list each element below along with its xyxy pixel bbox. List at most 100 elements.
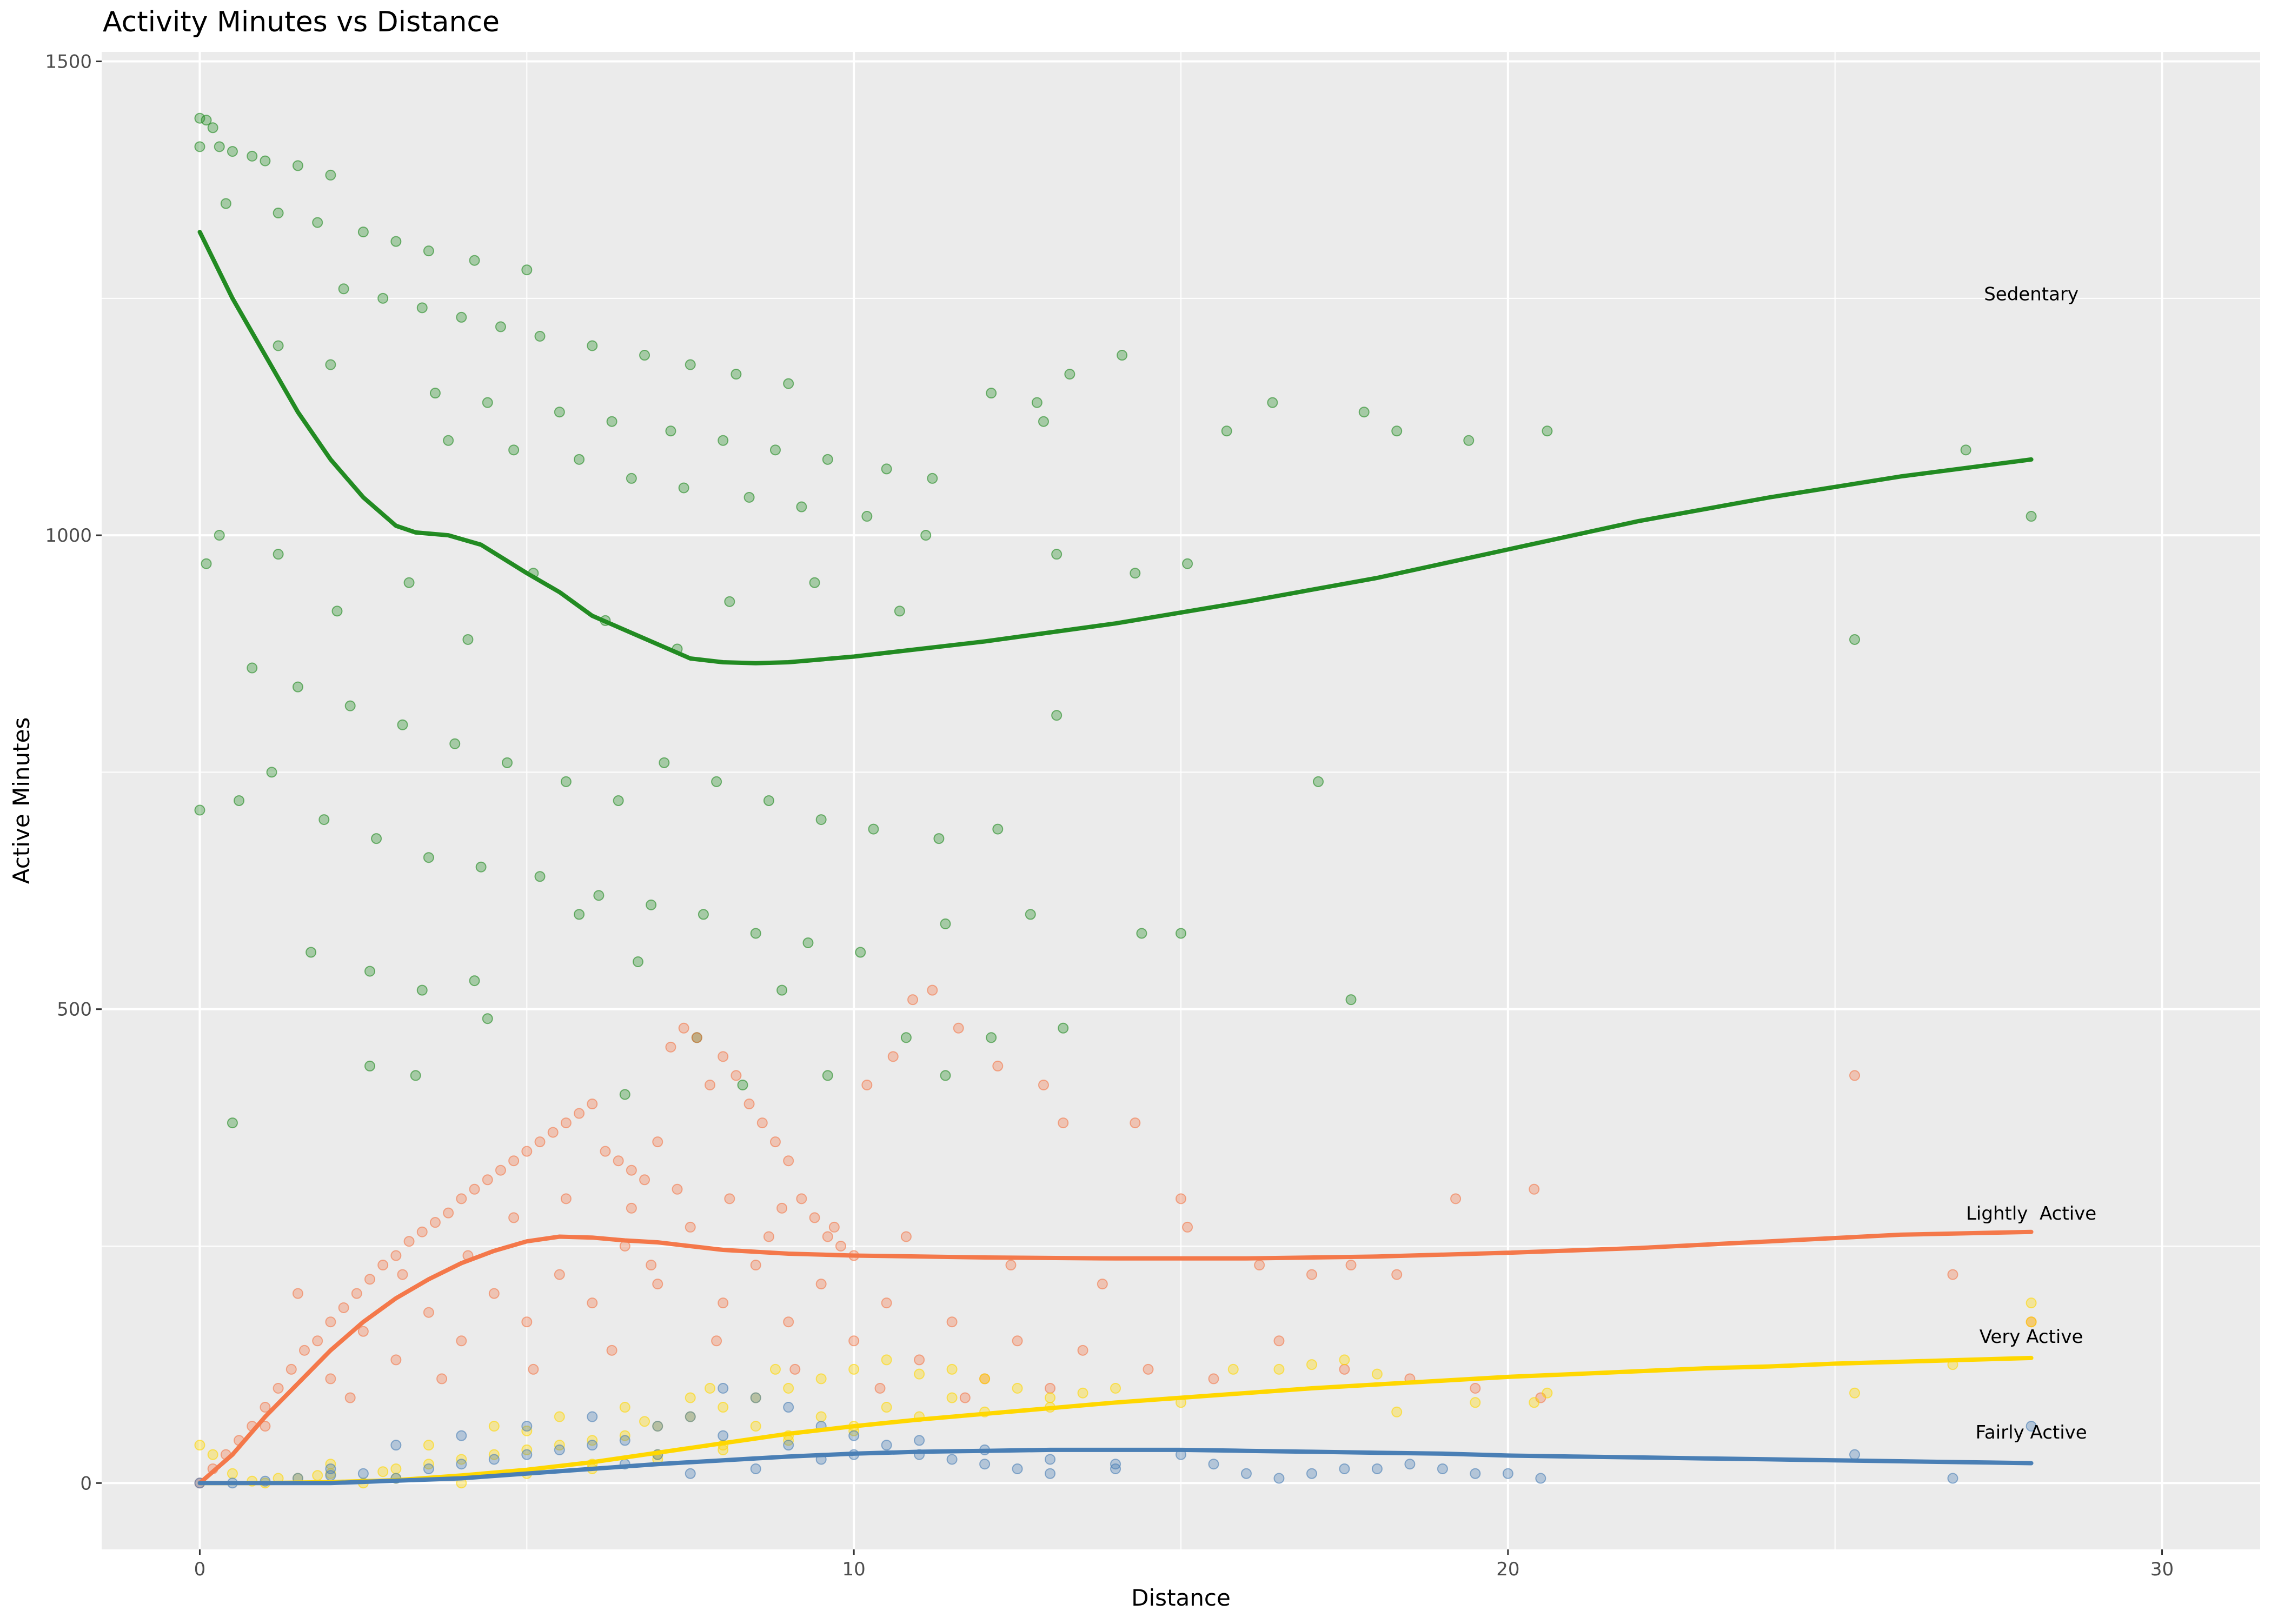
data-point bbox=[718, 435, 729, 446]
data-point bbox=[718, 1444, 729, 1455]
data-point bbox=[1450, 1193, 1462, 1204]
data-point bbox=[1470, 1468, 1481, 1479]
data-point bbox=[357, 1326, 369, 1337]
sedentary-smooth-line bbox=[197, 230, 2034, 665]
data-point bbox=[508, 444, 520, 456]
data-point bbox=[848, 1363, 860, 1375]
data-point bbox=[685, 1392, 696, 1403]
data-point bbox=[953, 1022, 964, 1034]
data-point bbox=[325, 359, 336, 370]
data-point bbox=[718, 1051, 729, 1062]
data-point bbox=[894, 605, 905, 617]
data-point bbox=[1339, 1463, 1350, 1474]
data-point bbox=[828, 1221, 840, 1233]
data-point bbox=[626, 472, 637, 484]
data-point bbox=[325, 1316, 336, 1328]
data-point bbox=[1077, 1345, 1088, 1356]
data-point bbox=[299, 1345, 310, 1356]
data-point bbox=[946, 1454, 958, 1465]
data-point bbox=[750, 1260, 761, 1271]
data-point bbox=[946, 1392, 958, 1403]
data-point bbox=[469, 1183, 480, 1195]
data-point bbox=[371, 833, 382, 844]
data-point bbox=[763, 795, 774, 806]
data-point bbox=[1221, 425, 1232, 437]
data-point bbox=[1012, 1335, 1023, 1347]
data-point bbox=[312, 217, 323, 228]
data-point bbox=[1176, 1193, 1186, 1204]
data-point bbox=[574, 454, 585, 465]
data-point bbox=[685, 359, 696, 370]
data-point bbox=[1130, 568, 1141, 579]
data-point bbox=[835, 1240, 846, 1252]
data-point bbox=[247, 662, 258, 674]
data-point bbox=[1947, 1269, 1958, 1280]
data-point bbox=[1339, 1354, 1350, 1366]
data-point bbox=[1371, 1368, 1383, 1380]
data-point bbox=[606, 1345, 617, 1356]
data-point bbox=[940, 1070, 951, 1081]
data-point bbox=[809, 1212, 820, 1223]
data-point bbox=[260, 1421, 271, 1432]
data-point bbox=[718, 1430, 729, 1441]
data-point bbox=[600, 1146, 611, 1157]
data-point bbox=[390, 1250, 402, 1261]
data-point bbox=[881, 463, 892, 475]
data-point bbox=[815, 1373, 827, 1385]
annotations-layer: Sedentary Lightly Active Very Active Fairly… bbox=[1966, 283, 2096, 1443]
sedentary-points bbox=[194, 112, 2037, 1129]
data-point bbox=[521, 1449, 533, 1460]
data-point bbox=[626, 1164, 637, 1176]
data-point bbox=[979, 1373, 991, 1385]
data-point bbox=[1130, 1117, 1141, 1129]
smooth-lines-layer bbox=[197, 230, 2034, 1486]
data-point bbox=[783, 1440, 794, 1451]
data-point bbox=[2026, 1421, 2037, 1432]
data-point bbox=[705, 1382, 716, 1394]
data-point bbox=[1058, 1022, 1069, 1034]
data-point bbox=[1391, 1269, 1403, 1280]
data-point bbox=[390, 1463, 402, 1474]
data-point bbox=[587, 1099, 598, 1110]
data-point bbox=[1535, 1473, 1546, 1484]
data-point bbox=[626, 1202, 637, 1214]
data-point bbox=[377, 1260, 389, 1271]
data-point bbox=[416, 302, 428, 314]
data-point bbox=[1273, 1335, 1285, 1347]
data-point bbox=[456, 1193, 467, 1204]
data-point bbox=[587, 1411, 598, 1422]
data-point bbox=[312, 1335, 323, 1347]
data-point bbox=[855, 947, 866, 958]
data-point bbox=[887, 1051, 899, 1062]
data-point bbox=[306, 947, 317, 958]
lightly-active-points bbox=[194, 984, 2037, 1489]
data-point bbox=[273, 1382, 284, 1394]
data-point bbox=[1051, 710, 1063, 721]
data-point bbox=[632, 956, 643, 968]
data-point bbox=[2026, 511, 2037, 522]
data-point bbox=[528, 1363, 539, 1375]
points-layer bbox=[194, 112, 2037, 1489]
data-point bbox=[390, 1354, 402, 1366]
data-point bbox=[207, 122, 218, 134]
data-point bbox=[1391, 425, 1403, 437]
data-point bbox=[979, 1459, 991, 1470]
data-point bbox=[436, 1373, 448, 1385]
data-point bbox=[377, 292, 389, 304]
data-point bbox=[711, 776, 722, 787]
data-point bbox=[554, 1444, 565, 1455]
data-point bbox=[429, 388, 441, 399]
data-point bbox=[1470, 1382, 1481, 1394]
data-point bbox=[1182, 1221, 1193, 1233]
y-axis: 0 500 1000 1500 bbox=[45, 51, 102, 1494]
data-point bbox=[783, 1316, 794, 1328]
data-point bbox=[691, 1032, 702, 1043]
data-point bbox=[815, 1279, 827, 1290]
data-point bbox=[423, 1307, 434, 1318]
data-point bbox=[815, 814, 827, 826]
y-tick-label: 500 bbox=[57, 999, 92, 1021]
data-point bbox=[678, 1022, 689, 1034]
data-point bbox=[698, 909, 709, 920]
data-point bbox=[724, 1193, 735, 1204]
data-point bbox=[1306, 1359, 1317, 1370]
